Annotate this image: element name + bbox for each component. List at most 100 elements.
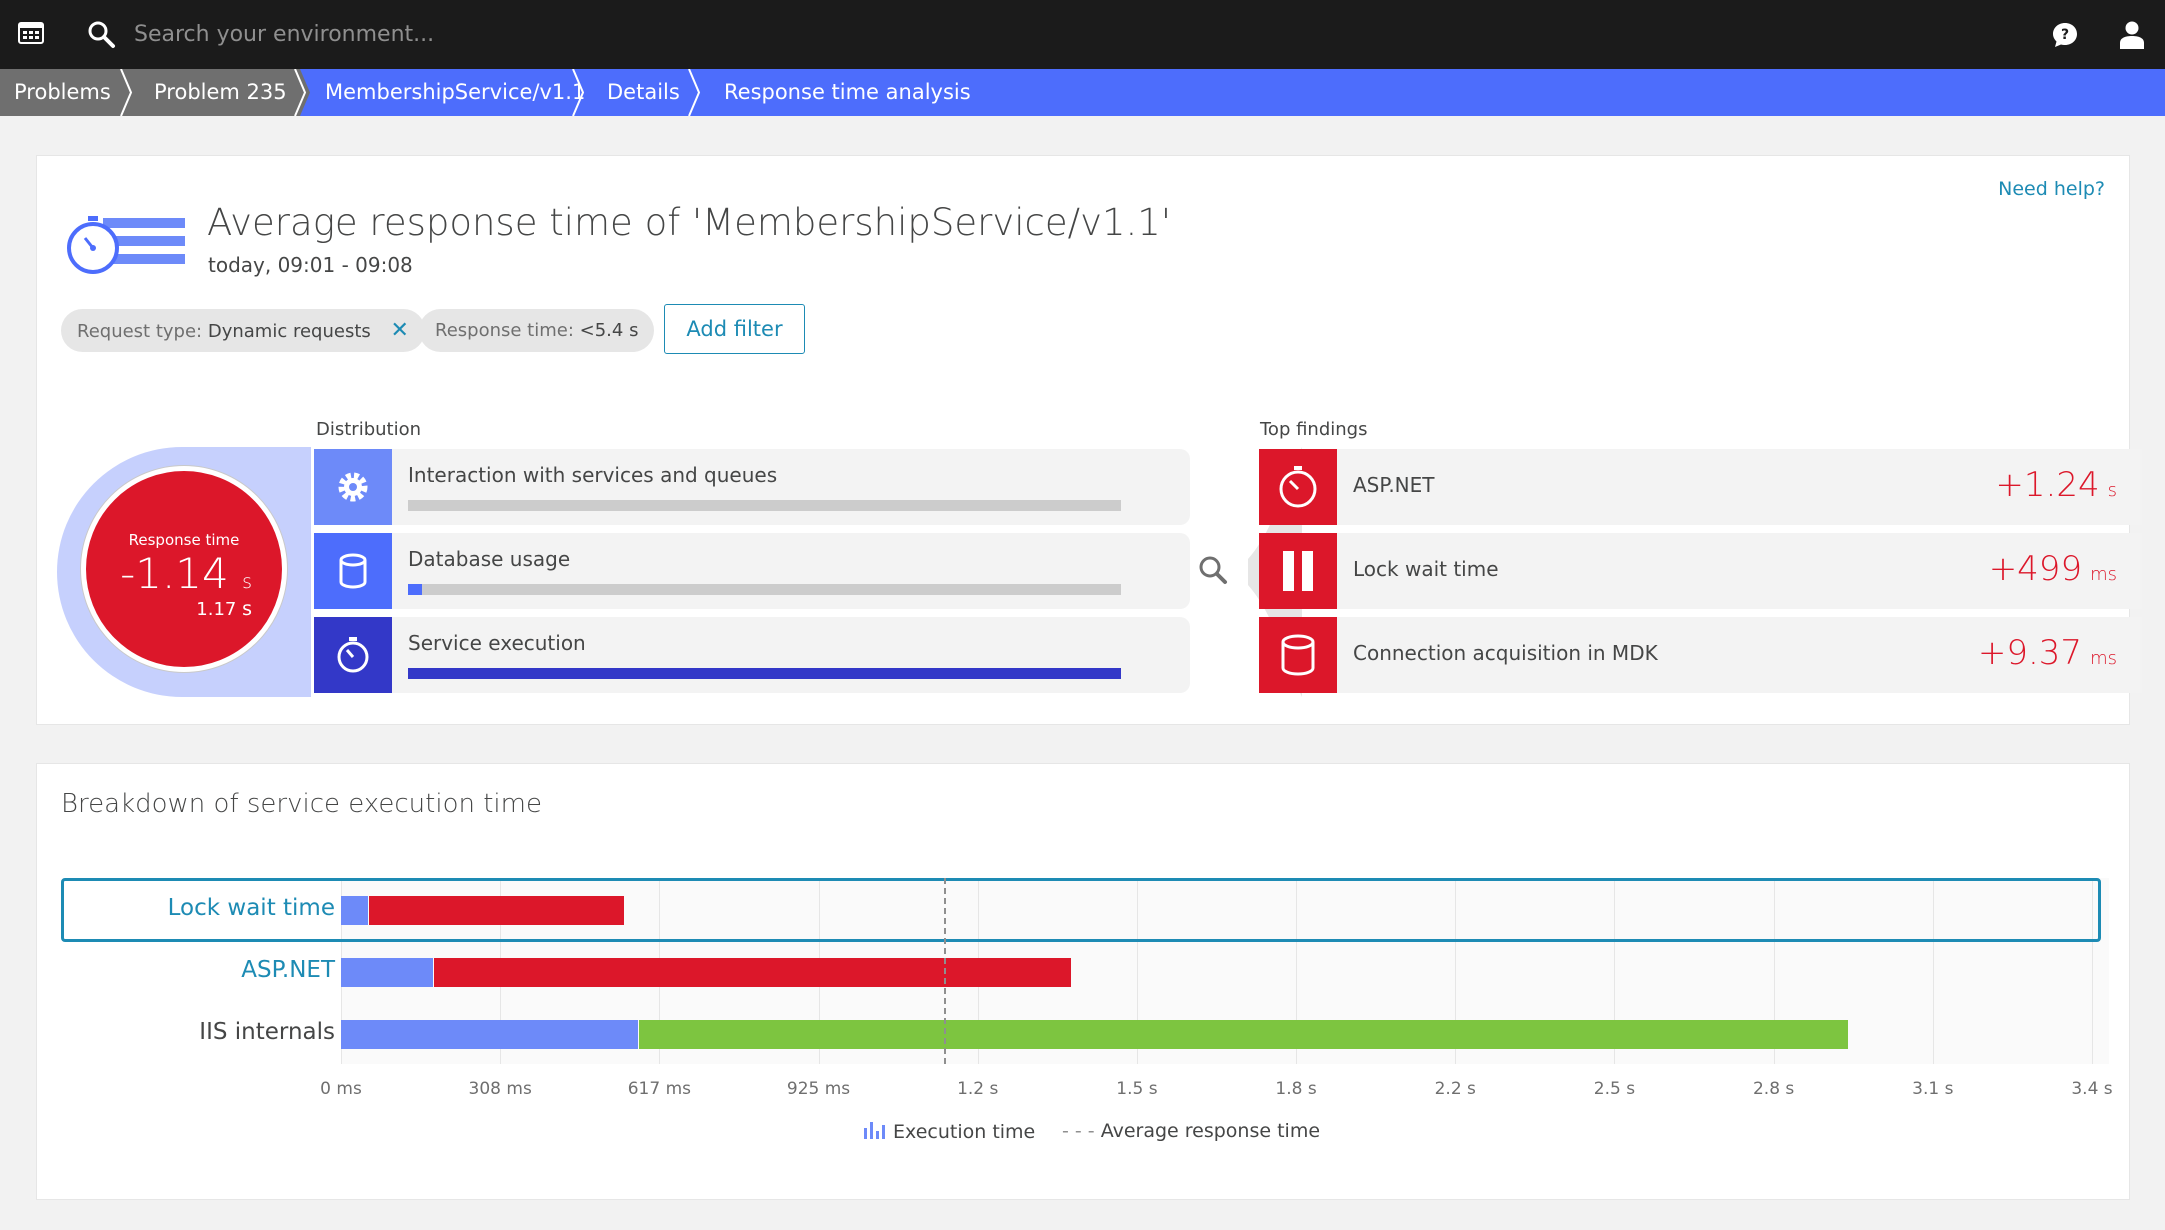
distribution-bar-fill	[408, 584, 423, 595]
finding-connection-acquisition[interactable]: Connection acquisition in MDK +9.37 ms	[1259, 617, 2142, 693]
legend-label: Execution time	[893, 1121, 1036, 1143]
add-filter-button[interactable]: Add filter	[664, 304, 805, 354]
response-time-analysis-icon	[67, 216, 185, 274]
category-label: IIS internals	[199, 1019, 335, 1045]
breadcrumb-separator	[120, 69, 133, 116]
remove-filter-icon[interactable]: ✕	[390, 318, 409, 343]
user-icon[interactable]	[2118, 20, 2146, 50]
x-tick-label: 3.4 s	[2071, 1079, 2113, 1099]
top-bar: ?	[0, 0, 2165, 69]
category-label[interactable]: Lock wait time	[167, 895, 335, 921]
filter-chip-response-time[interactable]: Response time: <5.4 s	[419, 309, 655, 352]
distribution-row-database[interactable]: Database usage	[314, 533, 1190, 609]
grid-line	[1455, 878, 1457, 1064]
bar-segment[interactable]	[341, 896, 369, 925]
baseline-number: 1.17	[196, 599, 237, 620]
bar-segment[interactable]	[341, 1020, 638, 1049]
filter-value: Dynamic requests	[207, 321, 371, 342]
bar-segment[interactable]	[369, 896, 625, 925]
grid-line	[1136, 878, 1138, 1064]
grid-line	[1773, 878, 1775, 1064]
x-tick-label: 617 ms	[627, 1079, 691, 1099]
svg-text:?: ?	[2061, 27, 2069, 43]
breadcrumb-separator	[688, 69, 701, 116]
finding-unit: ms	[2090, 564, 2117, 585]
response-time-value: -1.14 s	[120, 549, 252, 598]
bar-segment[interactable]	[433, 958, 1072, 987]
x-tick-label: 925 ms	[786, 1079, 851, 1099]
finding-label: ASP.NET	[1353, 473, 1435, 497]
distribution-row-label: Database usage	[408, 547, 571, 571]
breadcrumb-separator	[286, 69, 310, 116]
distribution-bar-fill	[408, 668, 1121, 679]
response-time-number: -1.14	[120, 549, 229, 598]
category-label[interactable]: ASP.NET	[241, 957, 335, 983]
grid-line	[1296, 878, 1298, 1064]
pause-icon	[1259, 533, 1337, 609]
distribution-bar	[408, 584, 1121, 595]
app-menu-icon[interactable]	[18, 22, 44, 44]
search-input[interactable]	[134, 14, 834, 54]
need-help-link[interactable]: Need help?	[1998, 178, 2105, 200]
x-tick-label: 2.2 s	[1434, 1079, 1476, 1099]
breadcrumb-current: Response time analysis	[724, 80, 971, 104]
finding-value: +499 ms	[1989, 549, 2117, 589]
x-tick-label: 308 ms	[468, 1079, 532, 1099]
distribution-bar	[408, 668, 1121, 679]
bar-segment[interactable]	[341, 958, 433, 987]
selected-row-highlight	[61, 878, 2101, 942]
bar-segment[interactable]	[638, 1020, 1848, 1049]
finding-unit: ms	[2090, 648, 2117, 669]
breadcrumb-problems[interactable]: Problems	[14, 80, 111, 104]
finding-number: +9.37	[1977, 633, 2083, 673]
response-time-baseline: 1.17 s	[196, 598, 252, 620]
page-title: Average response time of 'MembershipServ…	[207, 201, 1171, 244]
x-tick-label: 2.8 s	[1752, 1079, 1795, 1099]
finding-lock-wait-time[interactable]: Lock wait time +499 ms	[1259, 533, 2142, 609]
distribution-row-label: Service execution	[408, 631, 586, 655]
filter-value: <5.4 s	[579, 320, 639, 341]
distribution-row-services[interactable]: Interaction with services and queues	[314, 449, 1190, 525]
response-time-panel: Need help? Average response time of 'Mem…	[36, 155, 2142, 725]
filter-chip-request-type[interactable]: Request type: Dynamic requests ✕	[61, 309, 425, 352]
breakdown-title: Breakdown of service execution time	[61, 789, 542, 819]
finding-label: Lock wait time	[1353, 557, 1499, 581]
filter-key: Request type:	[77, 321, 203, 342]
x-tick-label: 1.8 s	[1275, 1079, 1317, 1099]
breadcrumb-gray-section	[0, 69, 300, 116]
finding-aspnet[interactable]: ASP.NET +1.24 s	[1259, 449, 2142, 525]
stopwatch-icon	[314, 617, 392, 693]
x-tick-label: 2.5 s	[1593, 1079, 1636, 1099]
response-time-gauge[interactable]: Response time -1.14 s 1.17 s	[81, 466, 287, 672]
distribution-row-service-execution[interactable]: Service execution	[314, 617, 1190, 693]
distribution-bar	[408, 500, 1121, 511]
distribution-label: Distribution	[316, 419, 422, 440]
x-tick-label: 0 ms	[320, 1079, 362, 1099]
finding-value: +1.24 s	[1995, 465, 2117, 505]
finding-number: +1.24	[1995, 465, 2100, 505]
breadcrumb-separator	[572, 69, 585, 116]
legend-average-response-time[interactable]: - - - Average response time	[1062, 1120, 1320, 1142]
breadcrumb-problem-235[interactable]: Problem 235	[154, 80, 287, 104]
stopwatch-icon	[1259, 449, 1337, 525]
baseline-unit: s	[242, 598, 252, 620]
top-findings-label: Top findings	[1260, 419, 1368, 440]
response-time-unit: s	[242, 571, 252, 593]
grid-line	[2092, 878, 2093, 1064]
dashed-line-icon: - - -	[1062, 1120, 1095, 1142]
database-icon	[314, 533, 392, 609]
average-response-line	[943, 878, 946, 1064]
breadcrumb-service[interactable]: MembershipService/v1.1	[325, 80, 586, 104]
database-icon	[1259, 617, 1337, 693]
legend-execution-time[interactable]: Execution time	[863, 1120, 1035, 1143]
search-icon[interactable]	[86, 19, 116, 49]
breadcrumb-details[interactable]: Details	[607, 80, 680, 104]
timeframe: today, 09:01 - 09:08	[208, 253, 413, 277]
help-chat-icon[interactable]: ?	[2050, 20, 2080, 50]
distribution-row-label: Interaction with services and queues	[408, 463, 778, 487]
bar-chart-icon	[864, 1122, 885, 1139]
breakdown-panel: Breakdown of service execution time 0 ms…	[36, 763, 2130, 1200]
response-time-label: Response time	[128, 531, 240, 549]
legend-label: Average response time	[1100, 1120, 1321, 1142]
x-tick-label: 1.2 s	[957, 1079, 999, 1099]
